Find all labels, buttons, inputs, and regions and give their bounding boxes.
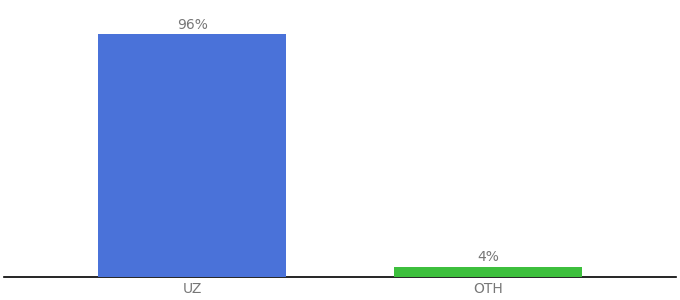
- Text: 4%: 4%: [477, 250, 498, 264]
- Bar: [394, 267, 582, 277]
- Text: 96%: 96%: [177, 18, 207, 32]
- Bar: [98, 34, 286, 277]
